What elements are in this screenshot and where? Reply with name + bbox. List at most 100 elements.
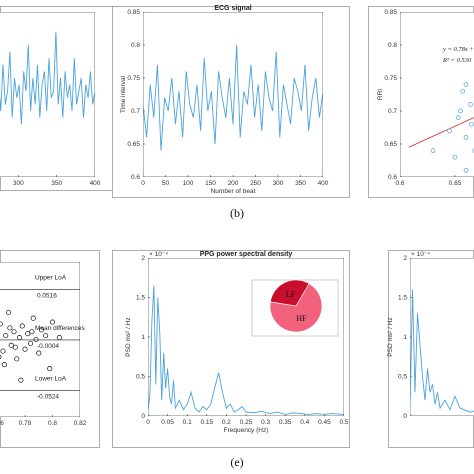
caption-e: (e) xyxy=(230,455,243,469)
reference-value: -0.0004 xyxy=(37,343,59,350)
y-tick-label: 0.65 xyxy=(127,141,140,148)
data-point xyxy=(27,340,34,346)
x-tick-label: 0 xyxy=(141,180,145,187)
data-point xyxy=(7,325,13,331)
series-line xyxy=(143,44,323,151)
y-axis-label: Time interval xyxy=(120,75,127,113)
caption-b: (b) xyxy=(230,206,244,220)
x-tick-label: 350 xyxy=(51,180,62,187)
data-point xyxy=(12,344,18,350)
x-tick-label: 0.25 xyxy=(240,419,253,426)
data-point xyxy=(49,319,56,325)
reference-value: 0.0516 xyxy=(37,293,57,300)
regression-equation: y = 0.78x + xyxy=(442,46,474,53)
data-point xyxy=(38,327,45,333)
trend-line xyxy=(408,117,474,148)
data-point xyxy=(11,329,17,335)
y-axis-label: RRI xyxy=(377,89,384,100)
y-tick-label: 0.75 xyxy=(384,75,397,82)
data-point xyxy=(452,154,458,160)
plot-area xyxy=(410,258,474,416)
y-tick-label: 0.6 xyxy=(388,174,397,181)
x-axis-label: Frequency (Hz) xyxy=(224,427,269,434)
plot-area xyxy=(0,262,80,417)
data-point xyxy=(14,356,20,362)
data-point xyxy=(463,168,469,173)
reference-label: Upper LoA xyxy=(35,275,67,282)
y-tick-label: 0 xyxy=(141,413,145,420)
x-tick-label: 0.76 xyxy=(0,420,4,427)
plot-area xyxy=(400,12,474,177)
panel-p2: 0 50 100 150 200 250 300 350 400 0.6 0.65 0.7 0.75 0.… xyxy=(112,5,350,198)
series-line xyxy=(410,289,474,413)
y-axis-label: PSD ms² / Hz xyxy=(387,317,394,356)
data-point xyxy=(3,333,9,339)
x-tick-label: 0.82 xyxy=(74,420,87,427)
plot-area xyxy=(148,258,344,416)
data-point xyxy=(25,331,31,337)
y-tick-label: 0.75 xyxy=(127,75,140,82)
reference-label: Lower LoA xyxy=(35,375,67,382)
data-point xyxy=(47,366,53,372)
data-point xyxy=(33,336,39,343)
panel-p4: 0.76 0.78 0.8 0.82 Upper LoA 0.0516 Mean diffe… xyxy=(0,250,100,448)
x-tick-label: 0.05 xyxy=(161,419,174,426)
panel-p3: 0.6 0.65 0.6 0.65 0.7 0.75 0.8 0.85 RRI y = 0.78x… xyxy=(368,6,474,198)
x-tick-label: 0.6 xyxy=(395,180,404,187)
x-tick-label: 0.4 xyxy=(300,419,309,426)
x-tick-label: 100 xyxy=(183,180,194,187)
data-point xyxy=(56,335,62,341)
data-point xyxy=(0,354,2,360)
data-point xyxy=(455,115,461,120)
y-tick-label: 2 xyxy=(141,255,145,262)
data-point xyxy=(18,377,24,383)
data-point xyxy=(29,329,35,335)
reference-value: -0.0524 xyxy=(37,393,59,400)
y-tick-label: 2 xyxy=(403,255,407,262)
x-tick-label: 0.5 xyxy=(339,419,348,426)
data-point xyxy=(458,108,463,114)
data-point xyxy=(463,82,469,87)
panel-p6: 0 0.5 1 1.5 2 PSD ms² / Hz × 10⁻⁴ xyxy=(387,250,474,448)
x-tick-label: 400 xyxy=(90,180,101,187)
y-tick-label: 0.85 xyxy=(384,9,397,16)
data-point xyxy=(0,321,3,327)
r-squared: R² = 0.530 xyxy=(442,57,472,64)
y-tick-label: 0.8 xyxy=(131,42,140,49)
x-tick-label: 0.8 xyxy=(48,420,57,427)
y-tick-label: 0.5 xyxy=(136,374,145,381)
x-tick-label: 250 xyxy=(250,180,261,187)
data-point xyxy=(43,333,49,339)
y-tick-label: 0 xyxy=(403,413,407,420)
panel-p5: 0 0.05 0.1 0.15 0.2 0.25 0.3 0.35 0.4 0.45 0.5 0 0.5… xyxy=(112,250,350,448)
data-point xyxy=(430,148,436,153)
y-tick-label: 0.8 xyxy=(388,42,397,49)
pie-slice xyxy=(269,279,310,307)
data-point xyxy=(19,323,25,329)
y-tick-label: 1.5 xyxy=(136,295,145,302)
data-point xyxy=(8,342,14,348)
data-point xyxy=(0,348,6,354)
pie-slice xyxy=(269,283,323,333)
y-tick-label: 0.6 xyxy=(131,174,140,181)
y-exponent: × 10⁻⁴ xyxy=(149,251,168,258)
x-tick-label: 150 xyxy=(205,180,216,187)
y-tick-label: 0.7 xyxy=(131,108,140,115)
data-point xyxy=(16,335,23,341)
x-tick-label: 50 xyxy=(162,180,170,187)
y-tick-label: 1 xyxy=(403,334,407,341)
y-exponent: × 10⁻⁴ xyxy=(411,251,430,258)
x-tick-label: 0.15 xyxy=(200,419,213,426)
x-tick-label: 0.1 xyxy=(183,419,192,426)
data-point xyxy=(447,128,452,134)
plot-box xyxy=(410,258,474,416)
data-point xyxy=(36,350,42,356)
x-tick-label: 0.78 xyxy=(19,420,32,427)
y-tick-label: 1 xyxy=(141,334,145,341)
pie-label: LF xyxy=(286,290,296,299)
x-tick-label: 0 xyxy=(146,419,150,426)
chart-title: PPG power spectral density xyxy=(200,251,293,258)
y-axis-label: PSD ms² / Hz xyxy=(125,317,132,356)
x-tick-label: 400 xyxy=(318,180,329,187)
x-tick-label: 200 xyxy=(228,180,239,187)
